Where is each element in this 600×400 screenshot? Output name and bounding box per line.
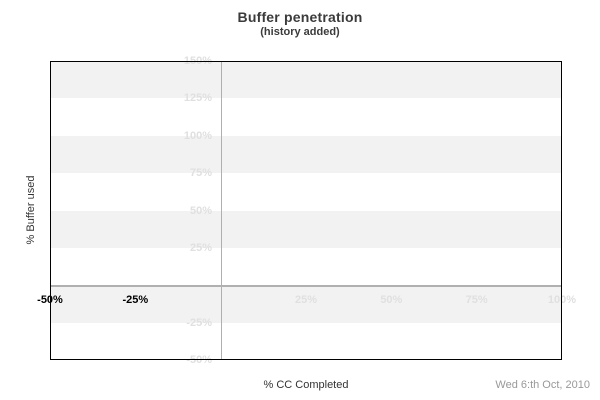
date-annotation: Wed 6:th Oct, 2010 [495,379,590,391]
zero-vertical-line [220,61,223,360]
zero-horizontal-line [50,285,562,287]
chart-title: Buffer penetration [237,9,363,25]
plot-area [50,61,562,360]
grid-band [50,61,562,99]
grid-band [50,210,562,248]
y-axis-title: % Buffer used [25,175,37,245]
grid-band [50,173,562,211]
x-axis-title: % CC Completed [263,379,349,391]
grid-band [50,135,562,174]
chart-subtitle: (history added) [260,26,340,38]
grid-band [50,247,562,286]
grid-band [50,98,562,136]
grid-band [50,322,562,360]
grid-band [50,285,562,323]
